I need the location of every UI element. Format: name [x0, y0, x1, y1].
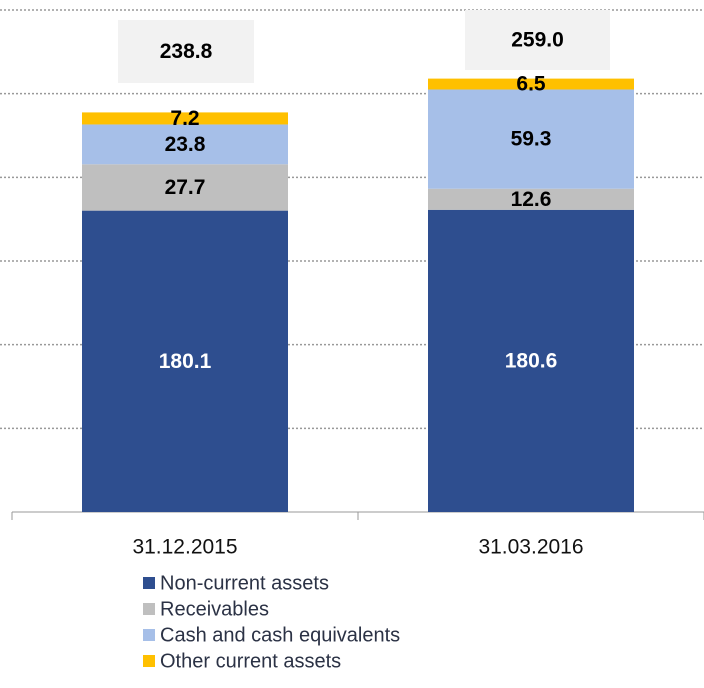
data-label: 59.3: [511, 128, 552, 151]
x-tick-label: 31.12.2015: [132, 536, 237, 559]
data-label: 180.6: [505, 349, 558, 372]
total-label: 238.8: [160, 40, 213, 63]
bar-segment: [428, 188, 634, 210]
data-label: 12.6: [511, 188, 552, 211]
bar-segment: [82, 124, 288, 165]
data-label: 23.8: [165, 133, 206, 156]
data-label: 27.7: [165, 176, 206, 199]
bar-segment: [428, 209, 634, 512]
legend-swatch: [143, 577, 155, 589]
legend-swatch: [143, 603, 155, 615]
total-box: [465, 10, 610, 70]
bar-segment: [82, 112, 288, 125]
legend-label: Receivables: [160, 598, 269, 620]
total-box: [118, 20, 254, 83]
data-label: 7.2: [170, 107, 199, 130]
legend-label: Other current assets: [160, 650, 341, 672]
bar-segment: [82, 210, 288, 512]
data-label: 6.5: [516, 73, 546, 96]
data-label: 180.1: [159, 350, 212, 373]
legend-swatch: [143, 629, 155, 641]
legend-label: Cash and cash equivalents: [160, 624, 400, 646]
bar-segment: [428, 78, 634, 90]
legend-swatch: [143, 655, 155, 667]
total-label: 259.0: [511, 29, 564, 52]
legend-label: Non-current assets: [160, 572, 329, 594]
x-tick-label: 31.03.2016: [478, 536, 583, 559]
bar-segment: [428, 89, 634, 189]
bar-segment: [82, 164, 288, 211]
